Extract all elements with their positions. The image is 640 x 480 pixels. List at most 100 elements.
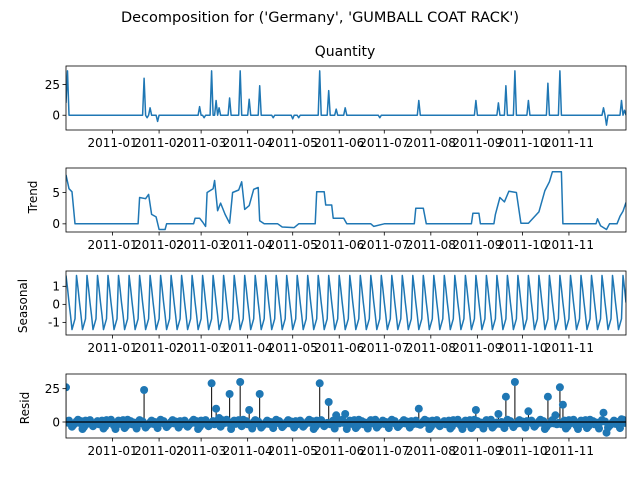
- quantity-xtick-label: 2011-03: [176, 136, 226, 150]
- seasonal-xtick-label: 2011-08: [406, 341, 456, 355]
- trend-xtick-label: 2011-08: [406, 238, 456, 252]
- seasonal-panel: -1012011-012011-022011-032011-042011-052…: [48, 270, 627, 355]
- trend-series-line: [66, 171, 626, 231]
- resid-xtick-label: 2011-01: [87, 444, 137, 458]
- resid-point: [227, 425, 236, 433]
- seasonal-xtick-label: 2011-01: [87, 341, 137, 355]
- seasonal-ytick-label: 0: [52, 298, 60, 312]
- quantity-xtick-label: 2011-08: [406, 136, 456, 150]
- resid-point: [212, 404, 221, 413]
- trend-panel: 052011-012011-022011-032011-042011-05201…: [52, 167, 627, 252]
- trend-xtick-label: 2011-03: [176, 238, 226, 252]
- seasonal-ytick-label: 1: [52, 280, 60, 294]
- trend-xtick-label: 2011-09: [452, 238, 502, 252]
- resid-xtick-label: 2011-11: [544, 444, 594, 458]
- quantity-plot-area: [66, 70, 626, 126]
- resid-point: [622, 417, 626, 426]
- trend-xtick-label: 2011-10: [497, 238, 547, 252]
- resid-xtick-label: 2011-06: [314, 444, 364, 458]
- quantity-xtick-label: 2011-04: [223, 136, 273, 150]
- trend-xtick-label: 2011-11: [544, 238, 594, 252]
- resid-ytick-label: 25: [45, 382, 60, 396]
- resid-xtick-label: 2011-09: [452, 444, 502, 458]
- resid-point: [225, 390, 234, 398]
- resid-point: [140, 386, 149, 394]
- resid-point: [315, 379, 324, 388]
- quantity-xtick-label: 2011-02: [134, 136, 184, 150]
- resid-point: [551, 411, 560, 420]
- quantity-xtick-label: 2011-01: [87, 136, 137, 150]
- resid-point: [245, 406, 254, 414]
- resid-point: [616, 424, 624, 433]
- quantity-xtick-label: 2011-06: [314, 136, 364, 150]
- quantity-ytick-label: 25: [45, 78, 60, 92]
- quantity-series-line: [66, 70, 626, 126]
- quantity-xtick-label: 2011-11: [544, 136, 594, 150]
- seasonal-ytick-label: -1: [48, 316, 60, 330]
- resid-xtick-label: 2011-10: [497, 444, 547, 458]
- quantity-xtick-label: 2011-09: [452, 136, 502, 150]
- seasonal-xtick-label: 2011-02: [134, 341, 184, 355]
- trend-ytick-label: 0: [52, 217, 60, 231]
- trend-xtick-label: 2011-02: [134, 238, 184, 252]
- trend-ylabel: Trend: [26, 181, 40, 215]
- seasonal-xtick-label: 2011-06: [314, 341, 364, 355]
- resid-point: [599, 408, 608, 417]
- resid-point: [595, 424, 603, 433]
- trend-xtick-label: 2011-07: [359, 238, 409, 252]
- resid-point: [153, 424, 162, 433]
- resid-point: [207, 379, 216, 388]
- resid-point: [471, 406, 480, 414]
- resid-point: [414, 404, 423, 413]
- seasonal-series-line: [66, 274, 626, 331]
- resid-xtick-label: 2011-08: [406, 444, 456, 458]
- seasonal-xtick-label: 2011-10: [497, 341, 547, 355]
- trend-xtick-label: 2011-01: [87, 238, 137, 252]
- resid-plot-area: [66, 378, 626, 437]
- resid-ylabel: Resid: [18, 392, 32, 424]
- resid-point: [555, 383, 564, 392]
- seasonal-xtick-label: 2011-07: [359, 341, 409, 355]
- resid-point: [236, 378, 245, 386]
- resid-xtick-label: 2011-04: [223, 444, 273, 458]
- resid-point: [500, 424, 509, 433]
- resid-xtick-label: 2011-03: [176, 444, 226, 458]
- seasonal-ylabel: Seasonal: [16, 279, 30, 333]
- seasonal-xtick-label: 2011-05: [268, 341, 318, 355]
- trend-ytick-label: 5: [52, 186, 60, 200]
- quantity-axes-frame: [65, 65, 627, 131]
- resid-point: [510, 378, 519, 386]
- resid-point: [341, 410, 350, 418]
- seasonal-plot-area: [66, 274, 626, 331]
- trend-plot-area: [66, 171, 626, 231]
- resid-panel: 0252011-012011-022011-032011-042011-0520…: [45, 373, 627, 458]
- resid-point: [269, 424, 278, 433]
- seasonal-xtick-label: 2011-11: [544, 341, 594, 355]
- resid-point: [66, 383, 70, 392]
- seasonal-xtick-label: 2011-03: [176, 341, 226, 355]
- trend-axes-frame: [65, 167, 627, 233]
- seasonal-xtick-label: 2011-04: [223, 341, 273, 355]
- trend-xtick-label: 2011-06: [314, 238, 364, 252]
- resid-axes-frame: [65, 373, 627, 439]
- chart-title: Decomposition for ('Germany', 'GUMBALL C…: [121, 10, 519, 26]
- plot-panels: 0252011-012011-022011-032011-042011-0520…: [45, 65, 627, 458]
- resid-ytick-label: 0: [52, 415, 60, 429]
- resid-point: [558, 400, 567, 409]
- resid-xtick-label: 2011-02: [134, 444, 184, 458]
- quantity-xtick-label: 2011-05: [268, 136, 318, 150]
- resid-point: [324, 398, 333, 406]
- seasonal-axes-frame: [65, 270, 627, 336]
- resid-xtick-label: 2011-07: [359, 444, 409, 458]
- quantity-xtick-label: 2011-07: [359, 136, 409, 150]
- quantity-panel-title: Quantity: [315, 44, 376, 60]
- resid-point: [384, 424, 393, 433]
- resid-point: [524, 407, 533, 416]
- resid-xtick-label: 2011-05: [268, 444, 318, 458]
- resid-point: [543, 392, 552, 401]
- trend-xtick-label: 2011-04: [223, 238, 273, 252]
- resid-point: [539, 417, 548, 426]
- resid-point: [494, 410, 503, 418]
- seasonal-xtick-label: 2011-09: [452, 341, 502, 355]
- trend-xtick-label: 2011-05: [268, 238, 318, 252]
